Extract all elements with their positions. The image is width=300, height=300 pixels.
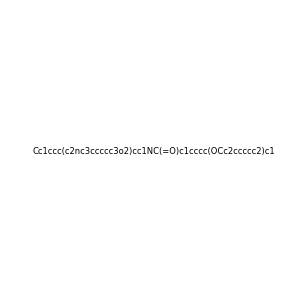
Text: Cc1ccc(c2nc3ccccc3o2)cc1NC(=O)c1cccc(OCc2ccccc2)c1: Cc1ccc(c2nc3ccccc3o2)cc1NC(=O)c1cccc(OCc… — [32, 147, 275, 156]
